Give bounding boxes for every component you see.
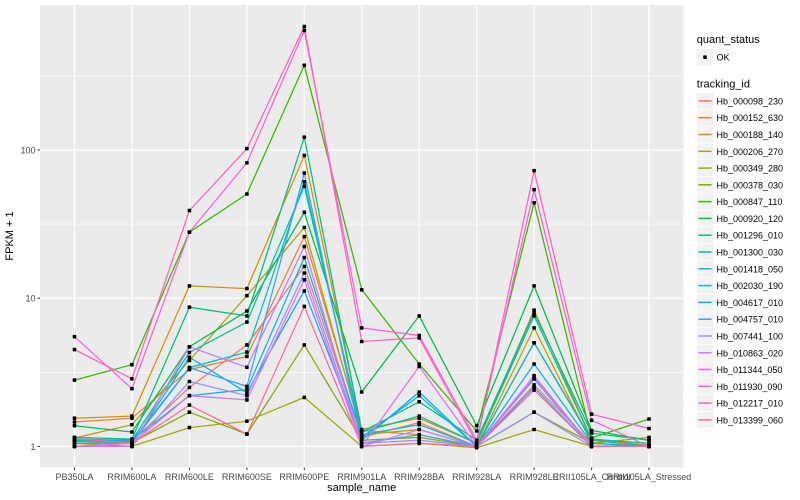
svg-text:RRII105LA_Control: RRII105LA_Control xyxy=(553,472,631,482)
svg-text:Hb_004617_010: Hb_004617_010 xyxy=(717,298,784,308)
svg-text:100: 100 xyxy=(20,146,35,156)
svg-text:tracking_id: tracking_id xyxy=(697,79,750,91)
svg-text:RRIM928BA: RRIM928BA xyxy=(394,472,444,482)
svg-text:Hb_000378_030: Hb_000378_030 xyxy=(717,180,784,190)
svg-text:Hb_000206_270: Hb_000206_270 xyxy=(717,147,784,157)
svg-text:Hb_004757_010: Hb_004757_010 xyxy=(717,315,784,325)
svg-text:Hb_001300_030: Hb_001300_030 xyxy=(717,248,784,258)
svg-text:Hb_007441_100: Hb_007441_100 xyxy=(717,332,784,342)
svg-text:RRIM928LE: RRIM928LE xyxy=(510,472,559,482)
svg-text:OK: OK xyxy=(717,53,730,63)
svg-text:sample_name: sample_name xyxy=(327,482,396,494)
svg-text:RRIM600SE: RRIM600SE xyxy=(222,472,272,482)
svg-text:RRIM901LA: RRIM901LA xyxy=(337,472,386,482)
svg-text:RRIM600PE: RRIM600PE xyxy=(279,472,329,482)
svg-text:PB350LA: PB350LA xyxy=(55,472,93,482)
svg-text:FPKM + 1: FPKM + 1 xyxy=(4,211,16,260)
svg-text:RRIM600LA: RRIM600LA xyxy=(107,472,156,482)
svg-text:RRIM928LA: RRIM928LA xyxy=(452,472,501,482)
svg-text:Hb_001418_050: Hb_001418_050 xyxy=(717,264,784,274)
svg-text:Hb_000847_110: Hb_000847_110 xyxy=(717,197,783,207)
svg-text:RRIM600LE: RRIM600LE xyxy=(165,472,214,482)
svg-text:Hb_011344_050: Hb_011344_050 xyxy=(717,365,783,375)
svg-text:Hb_001296_010: Hb_001296_010 xyxy=(717,231,784,241)
svg-text:Hb_000188_140: Hb_000188_140 xyxy=(717,130,784,140)
svg-text:RRII105LA_Stressed: RRII105LA_Stressed xyxy=(607,472,692,482)
svg-text:Hb_000920_120: Hb_000920_120 xyxy=(717,214,784,224)
svg-text:Hb_000098_230: Hb_000098_230 xyxy=(717,96,784,106)
svg-text:Hb_011930_090: Hb_011930_090 xyxy=(717,382,783,392)
svg-text:Hb_000152_630: Hb_000152_630 xyxy=(717,113,784,123)
svg-text:Hb_000349_280: Hb_000349_280 xyxy=(717,164,784,174)
svg-text:Hb_013399_060: Hb_013399_060 xyxy=(717,415,784,425)
svg-text:quant_status: quant_status xyxy=(697,34,760,46)
svg-text:Hb_002030_190: Hb_002030_190 xyxy=(717,281,784,291)
svg-text:Hb_012217_010: Hb_012217_010 xyxy=(717,399,784,409)
svg-text:10: 10 xyxy=(25,294,35,304)
svg-text:1: 1 xyxy=(30,442,35,452)
svg-text:Hb_010863_020: Hb_010863_020 xyxy=(717,348,784,358)
